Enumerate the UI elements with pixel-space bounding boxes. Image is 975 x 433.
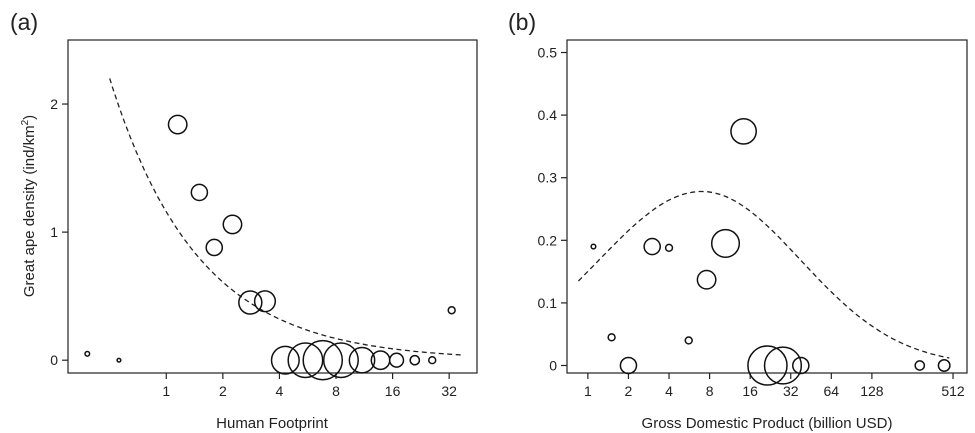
- panel-a-y-axis-title-close: ): [21, 115, 38, 120]
- panel-a-ticks: 1 2 4 8 16 32 0 1 2: [50, 96, 457, 399]
- panel-a-plot-frame: [67, 39, 478, 374]
- panel-b-label: (b): [508, 9, 536, 35]
- panel-a-data-point: [205, 238, 224, 257]
- panel-b-data-point: [763, 346, 803, 385]
- panel-a-y-tick-label: 2: [50, 96, 58, 112]
- panel-a-fit-curve: [109, 78, 464, 356]
- panel-b-data-point: [747, 345, 788, 386]
- panel-b-x-tick-label: 128: [860, 383, 884, 399]
- panel-a-label: (a): [10, 9, 38, 35]
- panel-b: (b) 1 2 4 8 16 32 64 128 512 0 0.1 0.2 0.3 0.4 0.5 Gro…: [508, 9, 968, 432]
- panel-a-data-point: [287, 342, 324, 379]
- panel-a-x-tick-label: 32: [441, 383, 457, 399]
- panel-a: (a) 1 2 4 8 16 32 0 1 2 Human Footprint Great ap…: [10, 9, 478, 432]
- panel-b-data-point: [664, 243, 674, 253]
- panel-b-y-tick-label: 0.5: [538, 45, 558, 61]
- panel-a-data-point: [388, 352, 405, 368]
- panel-b-points: [590, 117, 951, 386]
- panel-b-data-point: [696, 269, 717, 290]
- panel-b-x-tick-label: 8: [706, 383, 714, 399]
- panel-a-x-tick-label: 4: [276, 383, 284, 399]
- panel-b-fit-curve: [577, 190, 950, 359]
- panel-a-y-tick-label: 0: [50, 352, 58, 368]
- panel-b-y-tick-label: 0.3: [538, 170, 558, 186]
- panel-a-x-axis-title: Human Footprint: [216, 415, 329, 432]
- panel-a-data-point: [253, 290, 277, 313]
- panel-b-data-point: [710, 228, 741, 258]
- panel-b-y-tick-label: 0.4: [538, 107, 558, 123]
- panel-a-data-point: [116, 357, 122, 363]
- panel-b-y-tick-label: 0.2: [538, 232, 558, 248]
- panel-b-data-point: [937, 358, 951, 372]
- panel-a-data-point: [348, 346, 376, 374]
- panel-b-data-point: [590, 243, 597, 250]
- panel-a-y-axis-title-text: Great ape density (ind/km: [21, 125, 38, 297]
- panel-a-data-point: [428, 355, 437, 365]
- panel-b-x-tick-label: 2: [625, 383, 633, 399]
- panel-b-data-point: [914, 360, 926, 371]
- panel-a-x-tick-label: 16: [385, 383, 401, 399]
- panel-a-data-point: [222, 214, 243, 235]
- panel-a-data-point: [84, 350, 91, 357]
- panel-b-x-tick-label: 4: [665, 383, 673, 399]
- panel-a-data-point: [238, 290, 263, 315]
- panel-a-y-axis-title: Great ape density (ind/km2): [20, 115, 38, 297]
- panel-a-data-point: [322, 342, 359, 379]
- panel-b-plot-frame: [566, 39, 968, 374]
- panel-b-data-point: [607, 333, 616, 342]
- panel-a-points: [84, 114, 456, 381]
- panel-a-y-tick-label: 1: [50, 224, 58, 240]
- panel-b-data-point: [684, 336, 693, 345]
- panel-b-data-point: [791, 356, 810, 375]
- panel-a-x-tick-label: 8: [332, 383, 340, 399]
- panel-b-y-tick-label: 0.1: [538, 295, 558, 311]
- panel-a-data-point: [270, 345, 300, 375]
- panel-b-y-tick-label: 0: [549, 357, 557, 373]
- panel-b-x-tick-label: 1: [584, 383, 592, 399]
- panel-b-x-tick-label: 64: [824, 383, 840, 399]
- panel-a-x-tick-label: 1: [162, 383, 170, 399]
- panel-b-ticks: 1 2 4 8 16 32 64 128 512 0 0.1 0.2 0.3 0.4 0.5: [538, 45, 965, 399]
- panel-a-data-point: [447, 306, 456, 315]
- panel-b-x-tick-label: 512: [941, 383, 965, 399]
- panel-b-data-point: [643, 237, 661, 256]
- panel-b-x-axis-title: Gross Domestic Product (billion USD): [642, 415, 893, 432]
- panel-b-x-tick-label: 16: [742, 383, 758, 399]
- panel-a-data-point: [409, 354, 421, 366]
- panel-a-x-tick-label: 2: [219, 383, 227, 399]
- panel-b-data-point: [619, 356, 638, 375]
- panel-a-y-axis-title-superscript: 2: [20, 119, 31, 125]
- panel-b-x-tick-label: 32: [783, 383, 799, 399]
- panel-a-data-point: [190, 183, 209, 202]
- panel-a-data-point: [167, 114, 188, 135]
- panel-b-data-point: [730, 117, 757, 145]
- panel-a-data-point: [302, 339, 344, 381]
